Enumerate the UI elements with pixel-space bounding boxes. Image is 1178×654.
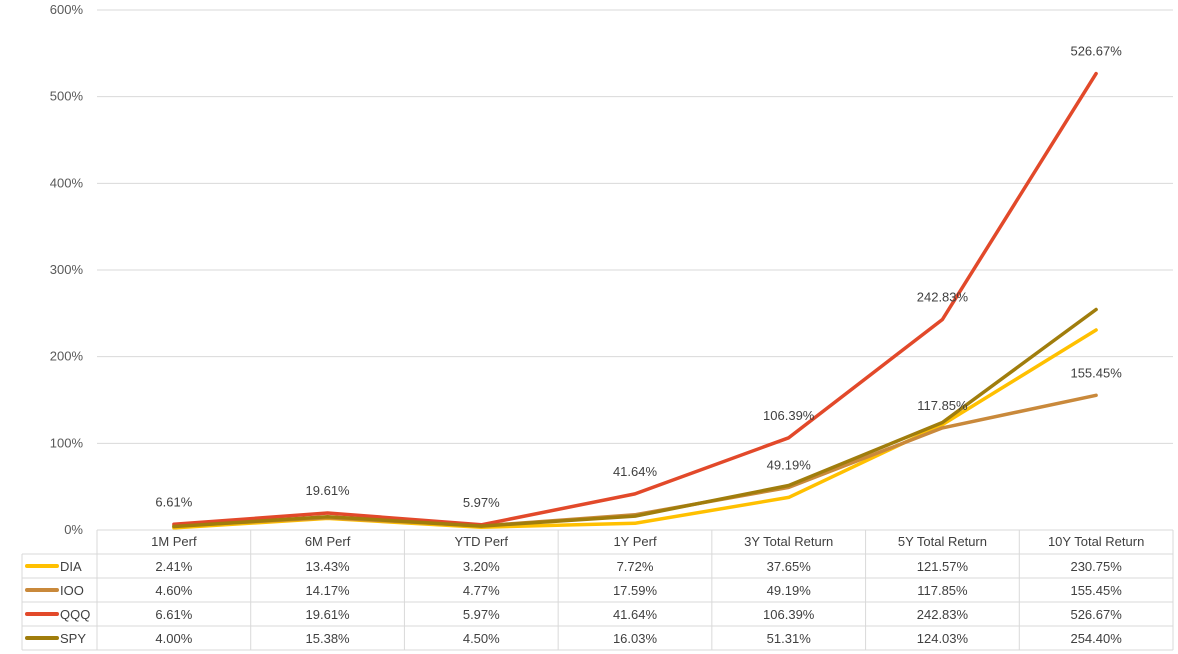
x-category-label: 6M Perf	[305, 534, 351, 549]
x-category-label: 1Y Perf	[613, 534, 657, 549]
table-cell: 124.03%	[917, 631, 969, 646]
table-cell: 121.57%	[917, 559, 969, 574]
data-label: 117.85%	[917, 398, 968, 413]
series-lines	[172, 71, 1098, 530]
x-category-label: 5Y Total Return	[898, 534, 987, 549]
y-tick-label: 0%	[64, 522, 83, 537]
y-tick-label: 300%	[50, 262, 84, 277]
table-cell: 230.75%	[1070, 559, 1122, 574]
x-category-label: 10Y Total Return	[1048, 534, 1144, 549]
table-cell: 155.45%	[1070, 583, 1122, 598]
table-cell: 14.17%	[306, 583, 351, 598]
y-tick-label: 100%	[50, 435, 84, 450]
y-axis-ticks: 0% 100% 200% 300% 400% 500% 600%	[50, 2, 84, 537]
table-cell: 15.38%	[306, 631, 351, 646]
legend-name-qqq: QQQ	[60, 607, 90, 622]
table-cell: 106.39%	[763, 607, 815, 622]
data-labels: 6.61% 19.61% 5.97% 41.64% 106.39% 242.83% 526.…	[155, 44, 1122, 510]
table-cell: 254.40%	[1070, 631, 1122, 646]
data-table: 1M Perf 6M Perf YTD Perf 1Y Perf 3Y Total Re…	[21, 529, 1174, 651]
table-cell: 3.20%	[463, 559, 500, 574]
table-cell: 117.85%	[917, 583, 968, 598]
legend-name-ioo: IOO	[60, 583, 84, 598]
table-cell: 41.64%	[613, 607, 658, 622]
table-cell: 2.41%	[155, 559, 192, 574]
series-line-qqq	[172, 71, 1098, 527]
table-cell: 51.31%	[767, 631, 812, 646]
data-label: 155.45%	[1070, 365, 1122, 380]
table-cell: 6.61%	[155, 607, 192, 622]
table-cell: 526.67%	[1070, 607, 1122, 622]
x-category-label: 1M Perf	[151, 534, 197, 549]
table-cell: 4.50%	[463, 631, 500, 646]
data-label: 41.64%	[613, 464, 658, 479]
data-label: 5.97%	[463, 495, 500, 510]
table-cell: 7.72%	[617, 559, 654, 574]
x-category-label: 3Y Total Return	[744, 534, 833, 549]
table-cell: 19.61%	[306, 607, 351, 622]
legend-name-spy: SPY	[60, 631, 86, 646]
table-cell: 49.19%	[767, 583, 812, 598]
x-category-label: YTD Perf	[455, 534, 509, 549]
table-cell: 16.03%	[613, 631, 658, 646]
series-line-spy	[172, 307, 1098, 529]
table-cell: 37.65%	[767, 559, 812, 574]
data-label: 19.61%	[306, 483, 351, 498]
y-tick-label: 500%	[50, 89, 84, 104]
y-tick-label: 600%	[50, 2, 84, 17]
data-label: 106.39%	[763, 408, 815, 423]
table-cell: 242.83%	[917, 607, 969, 622]
table-cell: 17.59%	[613, 583, 658, 598]
data-label: 242.83%	[917, 290, 969, 305]
table-cell: 4.00%	[155, 631, 192, 646]
table-cell: 4.77%	[463, 583, 500, 598]
table-cell: 13.43%	[306, 559, 351, 574]
legend-name-dia: DIA	[60, 559, 82, 574]
y-tick-label: 400%	[50, 175, 84, 190]
series-line-dia	[172, 328, 1098, 530]
table-cell: 5.97%	[463, 607, 500, 622]
data-label: 49.19%	[767, 457, 812, 472]
y-tick-label: 200%	[50, 349, 84, 364]
data-label: 6.61%	[155, 494, 192, 509]
gridlines	[97, 9, 1173, 444]
data-label: 526.67%	[1070, 44, 1122, 59]
table-cell: 4.60%	[155, 583, 192, 598]
